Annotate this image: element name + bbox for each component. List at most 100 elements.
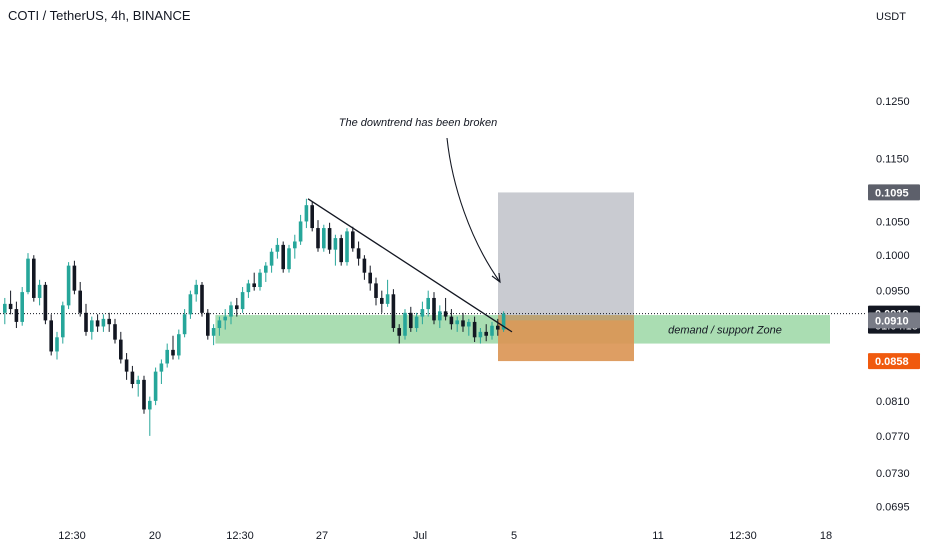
candle-body (357, 248, 361, 258)
candle[interactable] (38, 280, 42, 306)
candle[interactable] (189, 291, 193, 319)
candle[interactable] (316, 220, 320, 252)
candle-body (247, 283, 251, 292)
candle[interactable] (241, 287, 245, 313)
candle[interactable] (258, 269, 262, 290)
candle[interactable] (15, 302, 19, 328)
candle[interactable] (351, 227, 355, 252)
candle[interactable] (270, 248, 274, 272)
candle[interactable] (148, 397, 152, 436)
candle[interactable] (339, 235, 343, 266)
price-badge[interactable]: 0.0858 (868, 353, 920, 369)
price-tick-label: 0.0950 (876, 286, 910, 298)
candle[interactable] (357, 241, 361, 265)
candle[interactable] (171, 336, 175, 360)
candle[interactable] (84, 304, 88, 336)
candle-body (235, 305, 239, 309)
candle[interactable] (44, 282, 48, 324)
candle-body (171, 350, 175, 356)
candle[interactable] (363, 255, 367, 280)
candle-body (438, 311, 442, 320)
price-tick-label: 0.0730 (876, 468, 910, 480)
candle[interactable] (322, 225, 326, 252)
candle-body (218, 320, 222, 328)
candle[interactable] (73, 261, 77, 295)
price-badge-value: 0.0858 (875, 356, 909, 368)
candle[interactable] (142, 376, 146, 414)
candle[interactable] (136, 376, 140, 397)
candle[interactable] (276, 238, 280, 259)
candle-body (136, 380, 140, 384)
candle[interactable] (78, 282, 82, 317)
candle[interactable] (235, 298, 239, 317)
candle[interactable] (305, 199, 309, 228)
candle[interactable] (96, 314, 100, 332)
candle[interactable] (90, 317, 94, 340)
price-badge[interactable]: 0.1095 (868, 184, 920, 200)
time-tick-label: 12:30 (729, 530, 757, 542)
candle[interactable] (194, 280, 198, 302)
downtrend-line[interactable] (308, 199, 512, 332)
candle[interactable] (160, 359, 164, 384)
candle[interactable] (119, 332, 123, 364)
candle[interactable] (177, 330, 181, 360)
candle[interactable] (264, 262, 268, 282)
candle[interactable] (310, 202, 314, 231)
candle[interactable] (9, 291, 13, 315)
candle[interactable] (432, 292, 436, 324)
price-tick-label: 0.1000 (876, 250, 910, 262)
annotation-arrow (447, 138, 500, 282)
candle[interactable] (125, 353, 129, 380)
candle[interactable] (380, 291, 384, 313)
candle[interactable] (49, 314, 53, 355)
candle[interactable] (61, 302, 65, 344)
candle[interactable] (3, 298, 7, 324)
candle[interactable] (328, 223, 332, 254)
candle[interactable] (334, 235, 338, 266)
candle[interactable] (345, 228, 349, 266)
candle[interactable] (165, 344, 169, 368)
candle-body (223, 317, 227, 321)
candle[interactable] (374, 278, 378, 306)
candle-body (15, 309, 19, 322)
candle-body (131, 372, 135, 384)
candle[interactable] (368, 266, 372, 291)
candle[interactable] (502, 311, 506, 332)
candle[interactable] (154, 368, 158, 406)
candle-body (96, 320, 100, 326)
candle[interactable] (113, 319, 117, 344)
position-profit-zone[interactable] (498, 192, 634, 320)
candle[interactable] (247, 280, 251, 298)
candle[interactable] (55, 332, 59, 360)
candle-body (154, 372, 158, 401)
candle[interactable] (200, 282, 204, 317)
candle-body (148, 401, 152, 410)
candle[interactable] (26, 253, 30, 294)
candle[interactable] (426, 291, 430, 317)
candle-body (38, 285, 42, 298)
candle[interactable] (102, 314, 106, 332)
candle[interactable] (403, 309, 407, 340)
price-tick-label: 0.0695 (876, 502, 910, 514)
candle-body (32, 259, 36, 298)
candle[interactable] (67, 262, 71, 309)
candle[interactable] (293, 235, 297, 259)
candle[interactable] (281, 241, 285, 272)
candle[interactable] (107, 313, 111, 332)
candle-body (479, 332, 483, 337)
candle-body (450, 317, 454, 325)
candle[interactable] (212, 324, 216, 345)
candle[interactable] (252, 273, 256, 291)
candle[interactable] (287, 245, 291, 273)
candle[interactable] (392, 289, 396, 332)
candle-body (490, 326, 494, 336)
candle-body (334, 238, 338, 250)
price-badge[interactable]: 0.0910 (868, 312, 920, 328)
candle[interactable] (299, 215, 303, 245)
candle[interactable] (20, 287, 24, 326)
candle[interactable] (386, 280, 390, 307)
candle[interactable] (206, 309, 210, 340)
candle[interactable] (32, 255, 36, 301)
candle[interactable] (131, 366, 135, 388)
